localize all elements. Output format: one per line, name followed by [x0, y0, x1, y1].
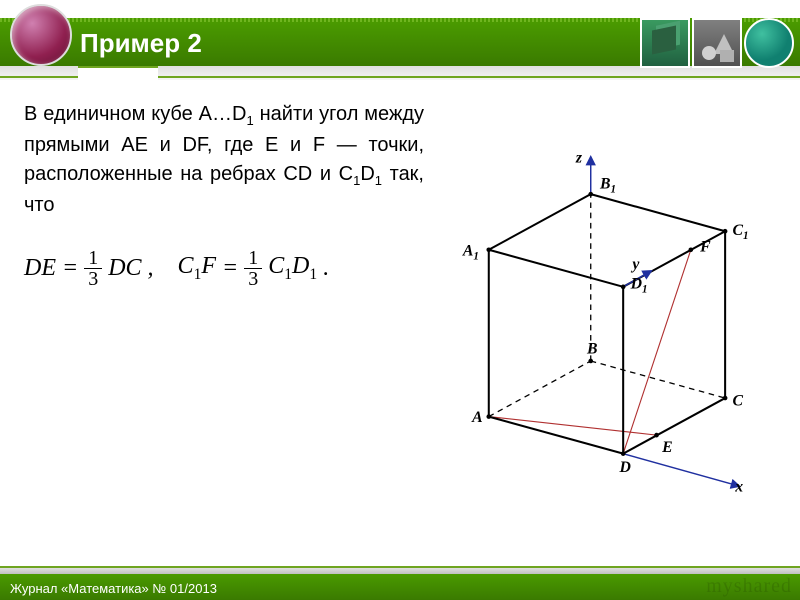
svg-text:D: D: [618, 459, 630, 476]
shapes-icon: [692, 18, 742, 68]
f-dot: .: [323, 255, 329, 282]
footer-strip: [0, 568, 800, 574]
f-eq: =: [62, 255, 78, 282]
svg-text:C1: C1: [733, 222, 749, 242]
txt: C: [178, 253, 194, 279]
txt: D: [292, 253, 309, 279]
svg-text:x: x: [734, 479, 743, 496]
sphere-icon: [744, 18, 794, 68]
svg-text:B1: B1: [599, 176, 616, 196]
header-notch: [78, 66, 158, 80]
f-frac1-n: 1: [84, 248, 102, 269]
txt: D: [360, 163, 374, 185]
f-rhs1: DC: [108, 255, 141, 282]
f-frac2-d: 3: [244, 269, 262, 289]
txt-sub: 1: [309, 266, 317, 283]
txt: F: [201, 253, 216, 279]
txt-sub: 1: [284, 266, 292, 283]
slide-footer: Журнал «Математика» № 01/2013: [0, 574, 800, 600]
f-frac2-n: 1: [244, 248, 262, 269]
f-lhs2: C1F: [178, 253, 216, 284]
f-eq: =: [222, 255, 238, 282]
cube-icon: [640, 18, 690, 68]
svg-text:z: z: [575, 150, 583, 167]
f-frac2: 1 3: [244, 248, 262, 289]
f-lhs1: DE: [24, 255, 56, 282]
svg-text:B: B: [586, 341, 598, 358]
problem-block: В единичном кубе A…D1 найти угол между п…: [24, 100, 424, 289]
svg-text:C: C: [733, 392, 744, 409]
txt: В единичном кубе A…D: [24, 103, 246, 125]
txt-sub: 1: [375, 173, 382, 188]
cube-diagram: A D C B A1 D1 C1 B1 E Fz x y: [420, 120, 780, 500]
txt: C: [268, 253, 284, 279]
svg-text:y: y: [630, 256, 640, 273]
svg-text:A1: A1: [462, 242, 479, 262]
watermark: myshared: [706, 575, 792, 598]
svg-text:D1: D1: [630, 276, 648, 296]
svg-text:A: A: [471, 409, 483, 426]
svg-text:E: E: [661, 439, 673, 456]
f-frac1: 1 3: [84, 248, 102, 289]
f-comma: ,: [148, 255, 172, 282]
f-frac1-d: 3: [84, 269, 102, 289]
footer-journal: Журнал «Математика» № 01/2013: [10, 581, 217, 596]
problem-formula: DE = 1 3 DC , C1F = 1 3 C1D1 .: [24, 248, 424, 289]
f-rhs2: C1D1: [268, 253, 317, 284]
slide-title: Пример 2: [80, 28, 202, 59]
header-icon-row: [640, 18, 794, 68]
problem-text: В единичном кубе A…D1 найти угол между п…: [24, 100, 424, 220]
svg-text:F: F: [699, 239, 711, 256]
header-orb-icon: [10, 4, 72, 66]
txt-sub: 1: [246, 113, 253, 128]
slide-header: Пример 2: [0, 0, 800, 68]
